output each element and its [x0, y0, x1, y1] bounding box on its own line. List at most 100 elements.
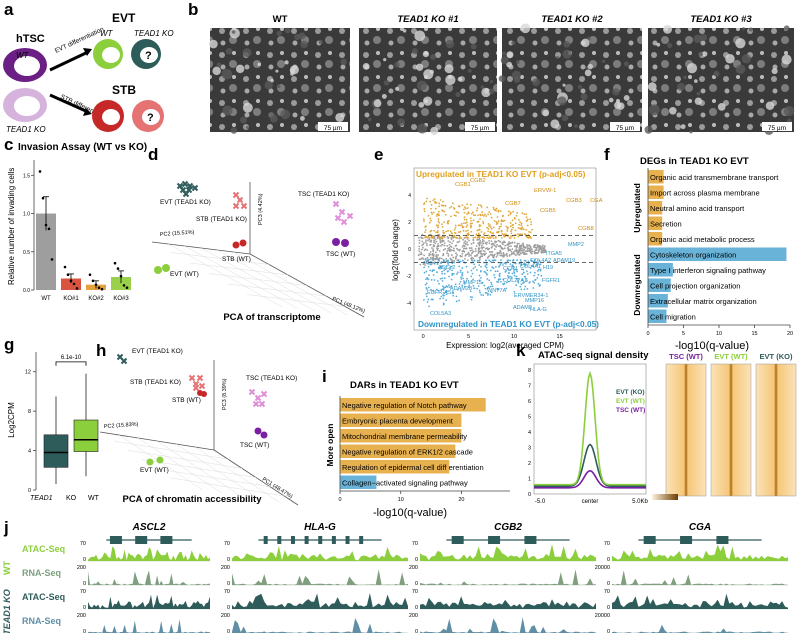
up-gene-point	[497, 230, 500, 233]
down-gene-point	[534, 279, 536, 282]
down-gene-point	[474, 266, 477, 268]
up-gene-point	[453, 235, 456, 238]
sample-marker	[260, 390, 268, 398]
gene-point	[421, 248, 423, 251]
down-gene-point	[478, 264, 481, 266]
gene-point	[439, 241, 442, 244]
down-gene-point	[442, 297, 445, 300]
sample-marker	[162, 264, 170, 272]
up-gene-point	[500, 225, 502, 228]
up-gene-point	[434, 207, 437, 210]
gene-point	[432, 249, 435, 252]
go-bar	[648, 216, 663, 230]
cell-blob	[562, 49, 572, 59]
down-gene-point	[427, 278, 430, 281]
up-gene-point	[513, 237, 516, 239]
up-gene-point	[442, 200, 444, 203]
gene-point	[437, 254, 440, 256]
up-gene-point	[467, 232, 470, 235]
up-gene-point	[487, 228, 490, 230]
up-gene-point	[455, 237, 458, 239]
up-gene-point	[439, 199, 442, 201]
down-gene-point	[480, 265, 482, 268]
cell-blob	[694, 97, 703, 105]
gene-point	[417, 236, 420, 239]
down-gene-point	[523, 263, 526, 266]
cell-blob	[663, 24, 673, 34]
down-gene-point	[425, 286, 428, 289]
down-gene-point	[425, 278, 427, 281]
track-zero: 0	[607, 557, 610, 563]
gene-point	[420, 237, 423, 239]
down-gene-point	[461, 272, 464, 274]
gene-point	[422, 246, 424, 249]
down-gene-point	[539, 268, 542, 271]
gene-point	[477, 249, 480, 251]
down-gene-point	[507, 275, 509, 277]
signal-track	[420, 569, 596, 585]
gene-exon	[716, 536, 729, 544]
down-gene-point	[479, 276, 482, 279]
up-gene-point	[438, 205, 441, 208]
axis-label-pc3: PC3 (4.42%)	[258, 193, 264, 225]
panel-letter-a: a	[4, 0, 14, 19]
track-zero: 0	[227, 605, 230, 611]
gene-point	[458, 240, 461, 243]
up-gene-point	[469, 217, 472, 220]
up-gene-point	[430, 207, 432, 210]
gene-point	[455, 244, 458, 247]
signal-track	[612, 570, 788, 585]
cell-blob	[488, 88, 495, 95]
up-gene-point	[426, 197, 428, 200]
down-gene-point	[537, 273, 540, 276]
track-label: ATAC-Seq	[22, 544, 65, 554]
gene-exon	[680, 536, 693, 544]
down-gene-point	[469, 290, 472, 293]
gene-point	[522, 243, 525, 246]
signal-track	[88, 546, 210, 561]
heatmap-title: TSC (WT)	[669, 352, 703, 361]
gene-point	[442, 254, 444, 257]
cell-blob	[417, 123, 428, 134]
cell-blob	[506, 51, 514, 59]
signal-track	[88, 594, 210, 609]
down-gene-point	[460, 289, 462, 292]
heatmap-title: EVT (KO)	[760, 352, 793, 361]
tick-label-y: 0.0	[23, 288, 30, 294]
signal-track	[420, 596, 596, 609]
down-gene-point	[470, 275, 473, 278]
gene-point	[491, 245, 494, 248]
gene-point	[447, 247, 449, 250]
up-gene-point	[441, 223, 443, 226]
gene-point	[426, 249, 429, 251]
gene-exon	[318, 536, 323, 544]
up-gene-point	[509, 211, 512, 214]
panel-letter-c: c	[4, 135, 13, 154]
up-gene-point	[454, 227, 457, 229]
up-gene-point	[490, 216, 493, 219]
gene-point	[434, 238, 437, 241]
gene-point	[452, 256, 455, 259]
cell-blob	[735, 38, 746, 49]
track-zero: 0	[83, 557, 86, 563]
up-gene-point	[441, 225, 444, 228]
micrograph-image	[210, 28, 350, 132]
gene-point	[456, 241, 459, 244]
up-gene-point	[507, 210, 510, 213]
data-point	[72, 282, 76, 286]
down-gene-point	[437, 259, 439, 261]
gene-point	[492, 243, 495, 246]
up-gene-point	[492, 206, 495, 209]
gene-exon	[451, 536, 464, 544]
cell-blob	[557, 96, 567, 106]
cell-blob	[501, 51, 506, 56]
track-scale: 200	[409, 613, 418, 619]
up-gene-point	[422, 218, 425, 221]
gene-point	[420, 251, 423, 254]
gene-exon	[160, 536, 173, 544]
up-gene-point	[440, 204, 443, 207]
chart-i-xlabel: -log10(q-value)	[373, 507, 447, 519]
data-point	[38, 170, 42, 173]
cell-blob	[765, 101, 775, 110]
cell-blob	[689, 130, 693, 134]
